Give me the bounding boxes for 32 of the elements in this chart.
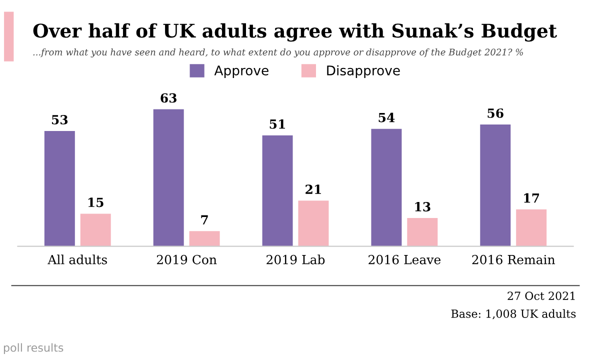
text: 27 Oct 2021 xyxy=(508,292,575,300)
bar xyxy=(262,135,293,246)
data-label: 54 xyxy=(378,112,395,122)
bar xyxy=(407,218,438,246)
bar xyxy=(480,124,511,246)
chart-subtitle: ...from what you have seen and heard, to what extent do you approve or disapprove of the Budget 2021? % xyxy=(33,48,523,58)
data-label: 15 xyxy=(88,198,104,208)
bar xyxy=(298,200,329,246)
x-tick-label: 2019 Lab xyxy=(266,254,325,264)
data-label: 63 xyxy=(160,93,176,103)
bar xyxy=(44,131,75,246)
text: Base: 1,008 UK adults xyxy=(451,309,576,320)
legend-label: Approve xyxy=(214,66,268,78)
data-label: 13 xyxy=(415,202,430,212)
text: poll results xyxy=(4,343,64,354)
x-tick-label: 2016 Leave xyxy=(368,254,441,264)
data-label: 21 xyxy=(306,184,321,194)
data-label: 53 xyxy=(52,114,68,124)
data-label: 7 xyxy=(201,215,208,224)
data-label: 17 xyxy=(524,193,539,203)
x-tick-label: All adults xyxy=(48,254,107,264)
bar xyxy=(80,214,111,246)
bar xyxy=(371,128,402,246)
bar xyxy=(516,209,547,246)
chart-title: Over half of UK adults agree with Sunak’s Budget xyxy=(33,23,557,42)
data-label: 56 xyxy=(488,108,504,118)
x-tick-label: 2019 Con xyxy=(156,254,217,264)
data-label: 51 xyxy=(270,119,285,129)
bar xyxy=(189,231,220,246)
bar xyxy=(153,109,184,246)
x-tick-label: 2016 Remain xyxy=(472,254,555,264)
legend-label: Disapprove xyxy=(327,65,400,78)
